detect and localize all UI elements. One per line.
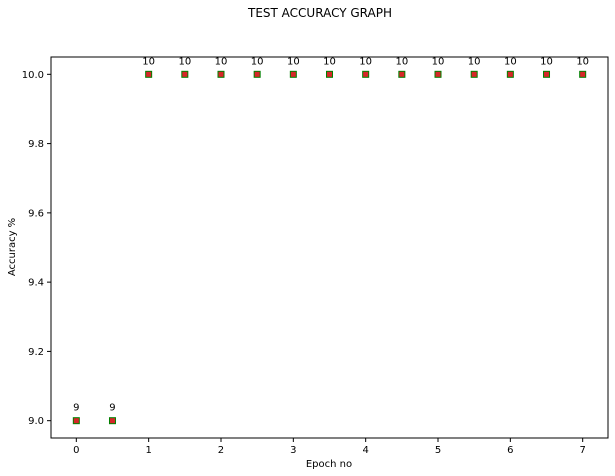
y-tick-label: 9.4	[28, 278, 44, 289]
y-axis-label: Accuracy %	[7, 218, 18, 276]
x-tick-label: 1	[145, 445, 151, 456]
data-point-label: 9	[109, 403, 115, 414]
y-tick-label: 10.0	[22, 70, 44, 81]
data-point-marker-inner	[254, 71, 260, 77]
data-point-marker-inner	[399, 71, 405, 77]
plot-area	[50, 56, 609, 439]
data-point-label: 10	[142, 56, 155, 67]
data-point-label: 10	[576, 56, 589, 67]
data-point-marker-inner	[363, 71, 369, 77]
y-tick-label: 9.0	[28, 416, 44, 427]
data-point-label: 10	[323, 56, 336, 67]
data-point-label: 10	[359, 56, 372, 67]
x-tick-label: 5	[435, 445, 441, 456]
data-point-marker-inner	[109, 418, 115, 424]
data-point-label: 10	[432, 56, 445, 67]
data-point-marker-inner	[182, 71, 188, 77]
data-labels: 9 9 10 10 10 10 10 10 10 10 10 10 10 10 10	[73, 56, 589, 413]
y-tick-label: 9.8	[28, 139, 44, 150]
x-tick-label: 6	[507, 445, 513, 456]
data-point-label: 10	[395, 56, 408, 67]
data-point-marker-inner	[73, 418, 79, 424]
data-point-label: 9	[73, 403, 79, 414]
data-point-marker-inner	[507, 71, 513, 77]
y-axis: 9.0 9.2 9.4 9.6 9.8 10.0	[22, 70, 51, 427]
x-axis-label: Epoch no	[306, 459, 352, 470]
x-axis: 0 1 2 3 4 5 6 7	[73, 438, 586, 456]
x-tick-label: 2	[218, 445, 224, 456]
data-point-marker-inner	[290, 71, 296, 77]
data-point-marker-inner	[327, 71, 332, 77]
data-point-label: 10	[287, 56, 300, 67]
x-tick-label: 7	[579, 445, 585, 456]
chart-title: TEST ACCURACY GRAPH	[247, 6, 392, 20]
data-point-label: 10	[215, 56, 228, 67]
data-point-label: 10	[251, 56, 264, 67]
data-points	[72, 70, 587, 425]
data-point-label: 10	[504, 56, 517, 67]
data-point-marker-inner	[435, 71, 441, 77]
data-point-marker-inner	[218, 71, 224, 77]
y-tick-label: 9.6	[28, 208, 44, 219]
y-tick-label: 9.2	[28, 347, 44, 358]
data-point-label: 10	[468, 56, 481, 67]
x-tick-label: 3	[290, 445, 296, 456]
data-point-marker-inner	[471, 71, 477, 77]
data-point-marker-inner	[146, 71, 152, 77]
data-point-marker-inner	[544, 71, 550, 77]
data-point-label: 10	[540, 56, 553, 67]
data-point-marker-inner	[580, 71, 586, 77]
x-tick-label: 0	[73, 445, 79, 456]
x-tick-label: 4	[362, 445, 368, 456]
data-point-label: 10	[178, 56, 191, 67]
